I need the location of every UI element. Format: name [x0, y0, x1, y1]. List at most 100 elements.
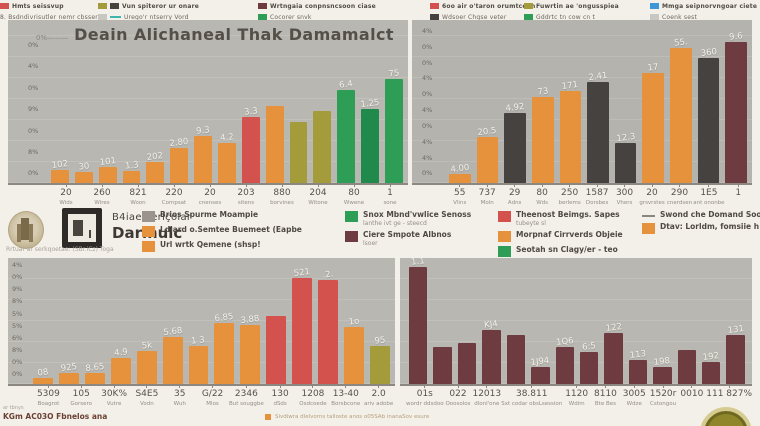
- x-tick: 5309 Boagrot: [32, 385, 65, 407]
- bar-slot: [310, 50, 334, 183]
- bar: [218, 143, 236, 183]
- bar: [457, 342, 477, 384]
- y-axis-labels: 4% 0% 9% 8% 5% 5% 6% 8% 0% 0%: [12, 262, 22, 378]
- y-tick-label: 5%: [12, 321, 23, 330]
- x-tick-sublabel: Sxt codar obsLsession: [501, 401, 563, 407]
- x-tick: 737 Moln: [473, 184, 500, 206]
- x-tick-label: 3005: [622, 389, 646, 399]
- legend-label: Urego'r ntserry Vord: [124, 13, 189, 21]
- x-tick-label: 290: [670, 188, 689, 198]
- x-tick-sublabel: Vlins: [453, 200, 467, 206]
- bar-slot: [263, 266, 289, 384]
- legend-item: Cocorer snvk: [258, 12, 376, 22]
- tick-mark: [531, 385, 533, 388]
- bar-slot: 55.: [667, 30, 695, 183]
- bar-slot: 202: [143, 50, 167, 183]
- x-tick: 20 grsvrstes: [638, 184, 665, 206]
- x-tick-label: 250: [561, 188, 579, 198]
- x-tick: 821 Woon: [120, 184, 156, 206]
- bar: [579, 352, 599, 384]
- gold-badge-icon: [700, 407, 752, 426]
- bar-value-label: 113: [629, 348, 647, 361]
- bar: [337, 89, 356, 183]
- x-tick: 260 Wires: [84, 184, 120, 206]
- bar: [653, 366, 672, 384]
- y-tick-label: 0%: [422, 58, 433, 67]
- bar-slot: 8.65: [82, 266, 108, 384]
- x-tick-label: 260: [93, 188, 111, 198]
- orange-swatch: [142, 241, 155, 252]
- y-tick-label: 4%: [12, 261, 23, 269]
- x-tick-label: 1120: [565, 389, 589, 399]
- x-tick-label: 1208: [301, 389, 325, 399]
- tick-mark: [737, 184, 739, 187]
- bar: [265, 105, 284, 183]
- x-tick: 2.0 ariv adobe: [362, 385, 395, 407]
- red-swatch: [430, 3, 439, 9]
- chart-panel-top-left: 0%——— Deain Alichaneal Thak Damamalct 0% 4…: [8, 20, 408, 185]
- x-tick: 35 Wuh: [163, 385, 196, 407]
- bar: [84, 373, 105, 384]
- x-axis-bottom-right: 01s wordr ddsdoo 022 Ooosolos 12013 dlonl'one…: [406, 385, 752, 407]
- x-tick: 01s wordr ddsdoo: [406, 385, 444, 407]
- y-tick-label: 0%: [12, 370, 23, 379]
- x-tick-label: 80: [348, 188, 360, 198]
- bar-slot: 1 3: [186, 266, 212, 384]
- bar-slot: 1Q6: [553, 262, 577, 384]
- footer-legend: Sivdiwra dlelvorns talloste anos o05SAb …: [265, 414, 429, 420]
- x-tick-sublabel: Gorsero: [70, 401, 93, 407]
- bar: [318, 280, 339, 384]
- x-tick-label: 01s: [416, 389, 433, 399]
- x-tick: 3005 Wdze: [620, 385, 649, 407]
- x-tick: 300 Vhers: [611, 184, 638, 206]
- red-swatch: [0, 3, 9, 9]
- bar-slot: 12.3: [612, 30, 640, 183]
- legend-column: Hmts seissvup 8. Bsdndivrisutler nemr cbs…: [0, 1, 98, 23]
- bar-value-label: 75: [387, 68, 400, 80]
- x-tick-sublabel: Vhers: [616, 200, 633, 206]
- legend-column: 6oo air o'taron orumtceen Wdsoer Chgse ve…: [430, 1, 535, 23]
- x-tick-label: 8110: [594, 389, 617, 399]
- x-tick-label: 38.811: [515, 389, 548, 399]
- tick-mark: [424, 385, 426, 388]
- x-tick-label: 111 827%: [706, 389, 753, 399]
- x-tick: 130 dSds: [264, 385, 297, 407]
- x-tick-label: 1: [387, 188, 393, 198]
- x-tick: 204 Witone: [300, 184, 336, 206]
- x-tick: 203 sitens: [228, 184, 264, 206]
- bar-slot: 2.80: [167, 50, 191, 183]
- bar: [433, 347, 452, 384]
- x-tick: 290 cnerdsen: [666, 184, 693, 206]
- bar-slot: KJ4: [479, 262, 503, 384]
- bar-value-label: 360: [699, 46, 718, 59]
- gray-swatch: [142, 211, 155, 222]
- x-tick: 55 Vlins: [446, 184, 473, 206]
- brand-caption: Rrtuar ár serkqoetae: (SBr.iCz) Toga: [6, 246, 114, 253]
- bars-area: 4.00 20.5 4.92 73 171 2.41 12.3 17 55. 360 9.6: [446, 30, 750, 183]
- legend-label: Vun spiteror ur onare: [122, 2, 200, 10]
- tick-mark: [47, 385, 49, 388]
- bar: [98, 167, 117, 183]
- bar: [559, 91, 582, 183]
- legend-sublabel: lanthe ivt ge - steecd: [363, 220, 427, 227]
- y-tick-label: 9%: [12, 285, 23, 294]
- x-tick: 1587 Dorsbes: [583, 184, 610, 206]
- bar: [194, 136, 213, 183]
- tick-mark: [245, 385, 247, 388]
- x-tick-sublabel: Dorsbes: [585, 200, 609, 206]
- bar-slot: 95: [367, 266, 393, 384]
- bars-area: 08 925 8.65 4.9 5k 5.68 1 3 6.85 3.88 521 .2. 1o 95: [30, 266, 393, 384]
- x-tick: 105 Gorsero: [65, 385, 98, 407]
- x-tick-label: 203: [237, 188, 255, 198]
- x-tick: 1520r Cstongou: [649, 385, 678, 407]
- bar: [122, 171, 141, 183]
- bar-slot: 3.3: [239, 50, 263, 183]
- x-tick: 880 borvines: [264, 184, 300, 206]
- bar: [110, 358, 131, 384]
- legend-label: Ciere Smpote Albnos: [363, 230, 452, 239]
- bar: [361, 108, 380, 183]
- legend-label: Mmga seipnorvngoar ciete: [662, 2, 758, 10]
- y-tick-label: 0%: [28, 41, 39, 49]
- x-tick: 1120 Wdim: [562, 385, 591, 407]
- bar-slot: 521: [289, 266, 315, 384]
